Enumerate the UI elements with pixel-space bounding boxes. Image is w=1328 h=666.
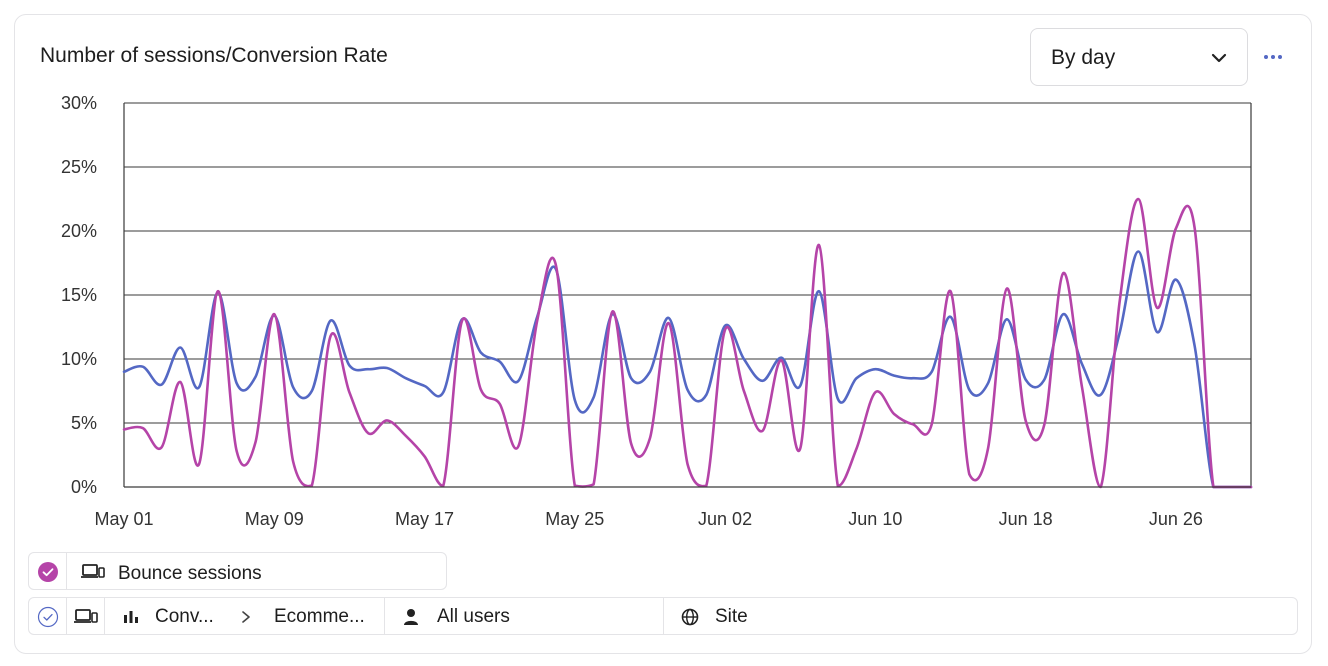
granularity-select-value: By day	[1051, 46, 1116, 69]
bar-chart-icon	[124, 611, 138, 623]
series-line-bounce-sessions	[122, 197, 1253, 489]
x-tick-label: Jun 26	[1149, 509, 1203, 529]
device-cell	[67, 598, 105, 634]
y-tick-label: 20%	[61, 221, 97, 241]
legend-label-bounce-sessions: Bounce sessions	[118, 563, 262, 584]
devices-icon	[74, 609, 98, 623]
devices-icon	[81, 564, 105, 578]
x-tick-label: Jun 10	[848, 509, 902, 529]
y-tick-label: 25%	[61, 157, 97, 177]
metric-label: Conv...	[155, 606, 214, 627]
x-tick-label: May 17	[395, 509, 454, 529]
x-tick-label: May 09	[245, 509, 304, 529]
ellipsis-icon	[1264, 55, 1282, 59]
user-icon	[404, 609, 418, 625]
x-tick-label: May 25	[545, 509, 604, 529]
y-tick-label: 15%	[61, 285, 97, 305]
check-circle-outline-icon[interactable]	[37, 606, 59, 628]
legend-row-bounce-sessions[interactable]: Bounce sessions	[28, 552, 447, 590]
chevron-right-icon	[242, 611, 250, 623]
y-tick-label: 10%	[61, 349, 97, 369]
line-chart: 0% 5% 10% 15% 20% 25% 30% May 01 May 09 May 17 May…	[61, 93, 1253, 529]
globe-icon	[681, 608, 699, 626]
check-circle-filled-icon[interactable]	[37, 561, 59, 583]
scope-label: Site	[715, 606, 748, 627]
series-line-conversion-rate	[122, 250, 1253, 489]
x-tick-label: May 01	[94, 509, 153, 529]
chevron-down-icon	[1211, 50, 1227, 71]
legend-toggle-cell[interactable]	[29, 553, 67, 589]
y-tick-label: 30%	[61, 93, 97, 113]
x-tick-label: Jun 18	[999, 509, 1053, 529]
funnel-label: Ecomme...	[274, 606, 365, 627]
widget-title: Number of sessions/Conversion Rate	[40, 44, 388, 67]
granularity-select[interactable]: By day	[1030, 28, 1248, 86]
x-tick-label: Jun 02	[698, 509, 752, 529]
more-options-button[interactable]	[1260, 44, 1286, 70]
scope-cell[interactable]: Site	[664, 598, 1297, 634]
legend-row-conversion[interactable]: Conv... Ecomme... All users Site	[28, 597, 1298, 635]
legend-toggle-cell[interactable]	[29, 598, 67, 634]
segment-cell[interactable]: All users	[385, 598, 664, 634]
y-tick-label: 5%	[71, 413, 97, 433]
metric-cell[interactable]: Conv... Ecomme...	[105, 598, 385, 634]
chart-card	[14, 14, 1312, 654]
y-tick-label: 0%	[71, 477, 97, 497]
segment-label: All users	[437, 606, 510, 627]
